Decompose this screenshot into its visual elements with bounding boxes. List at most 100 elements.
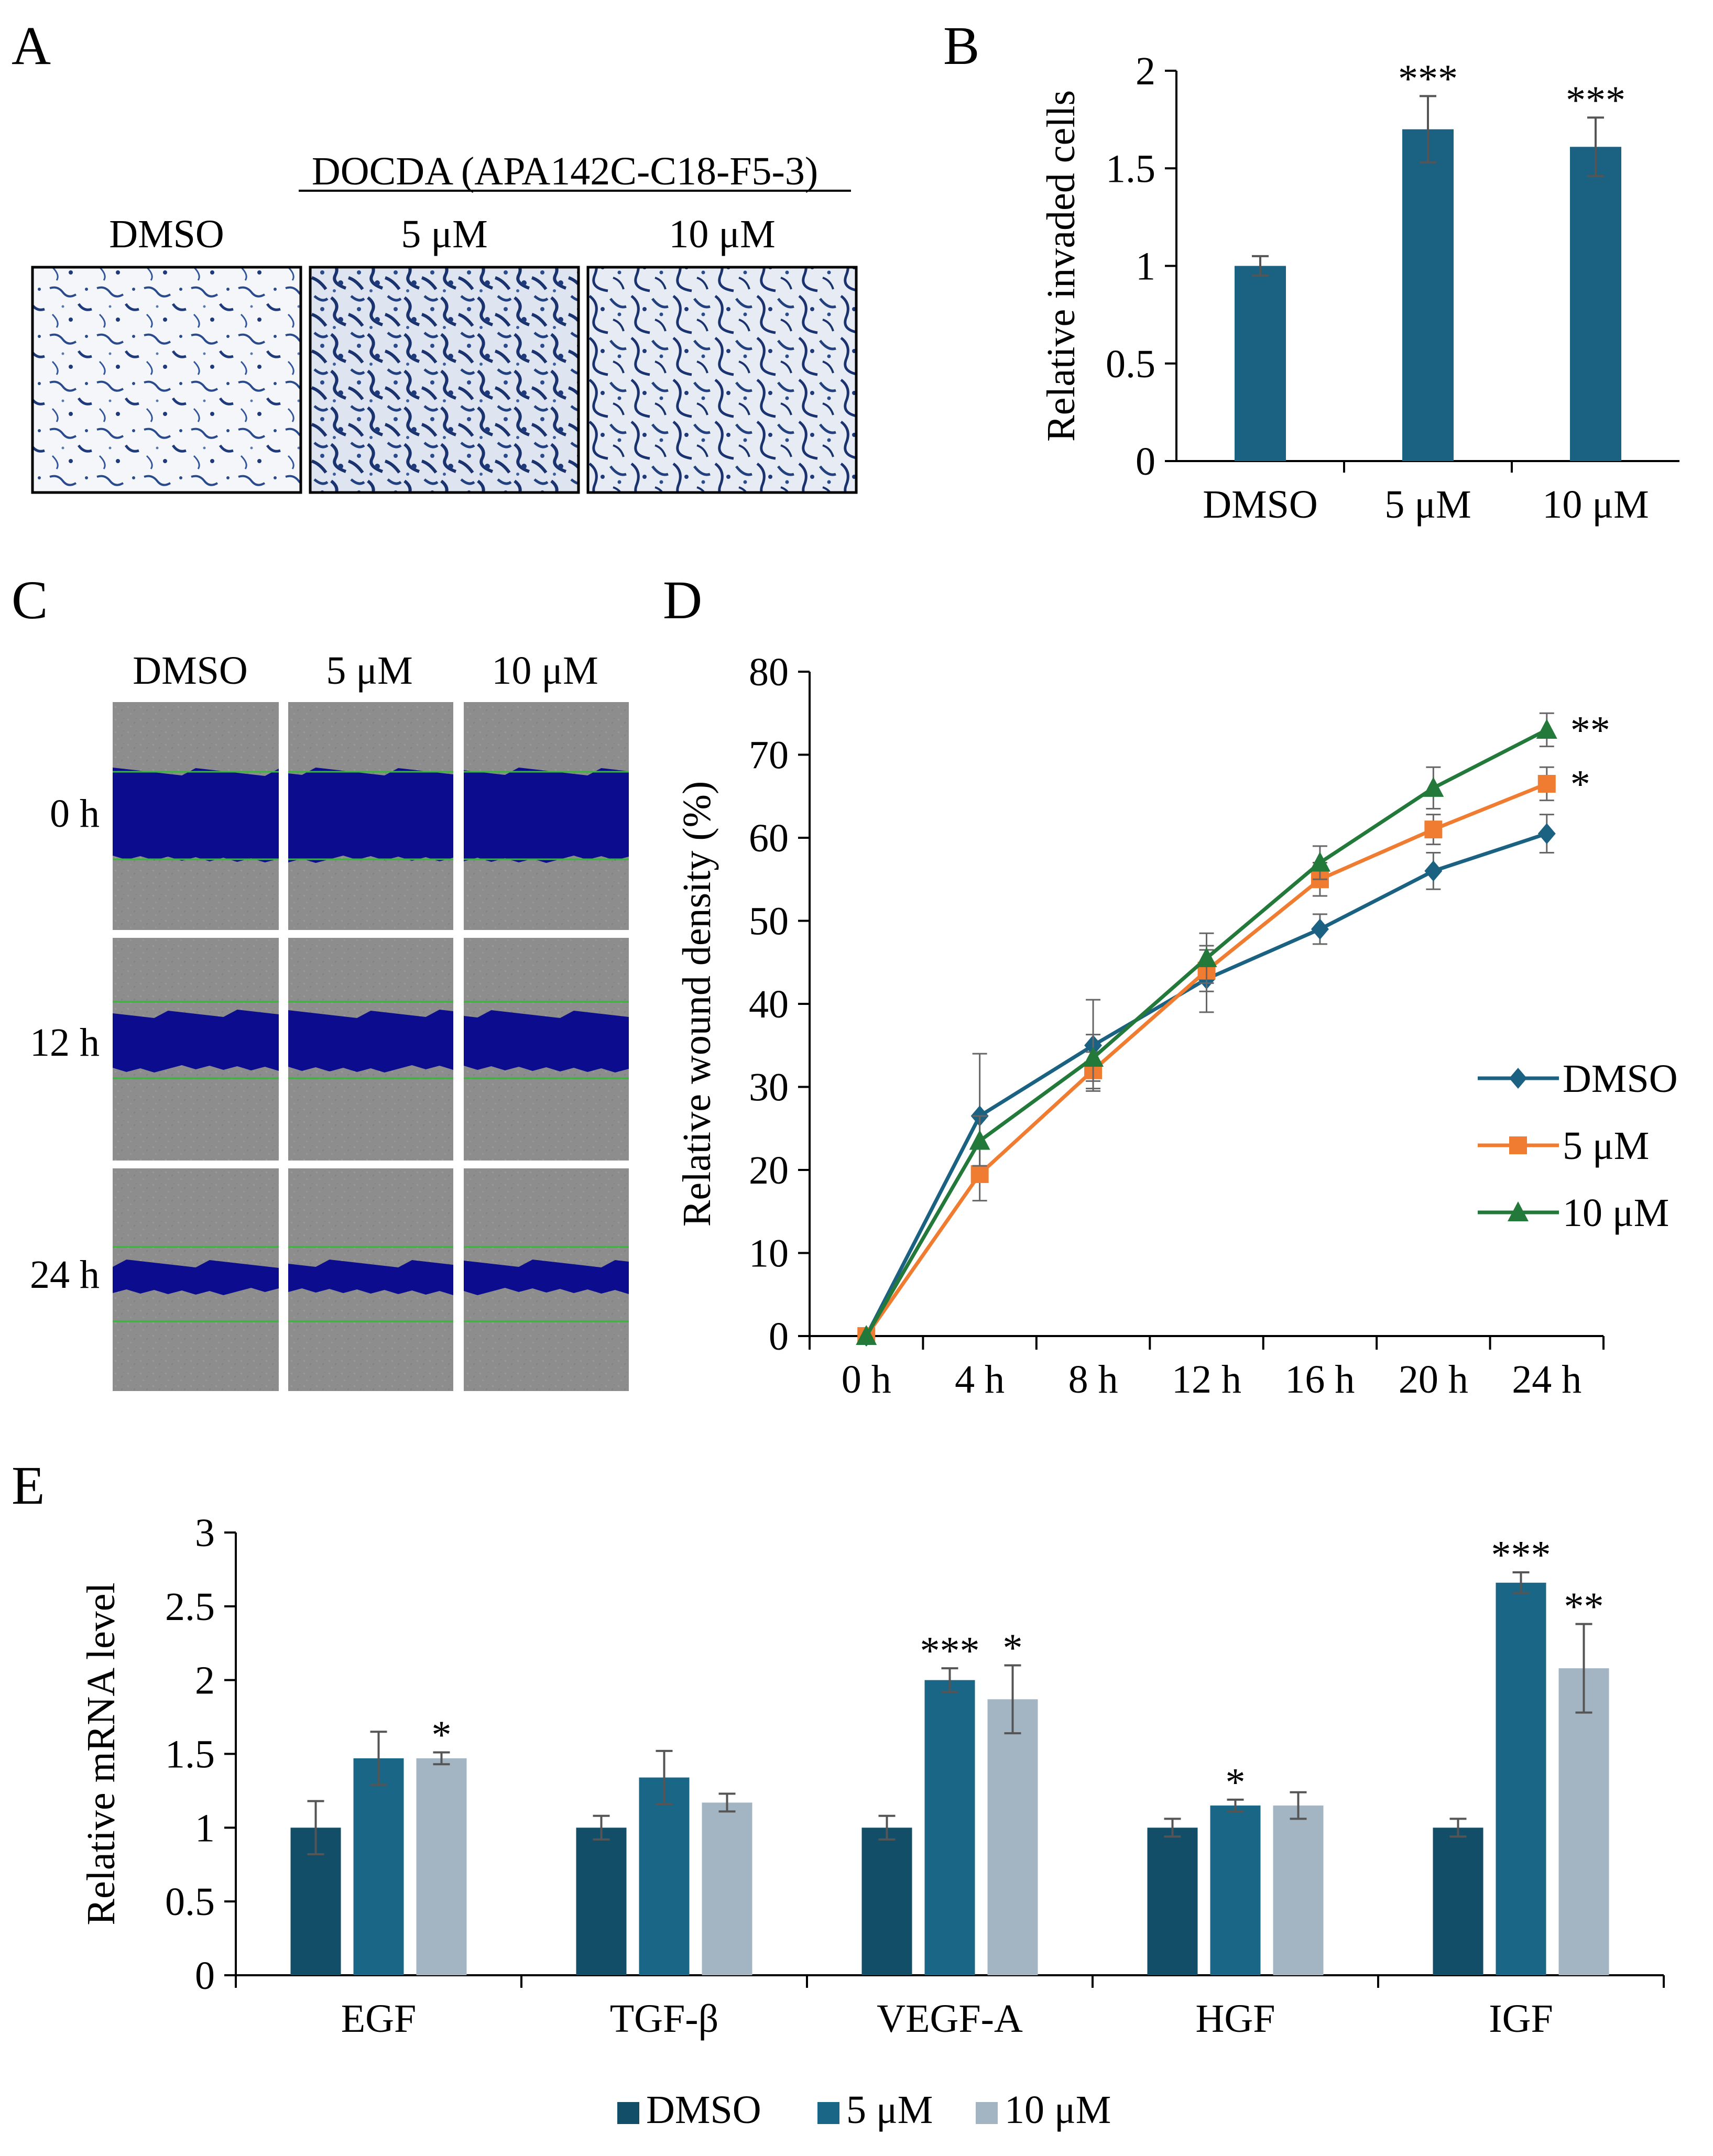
panel-d-point-dmso — [1537, 823, 1556, 845]
panel-e-y-tick-label: 1 — [195, 1806, 215, 1850]
panel-d-line-10-um — [865, 728, 1548, 1337]
panel-a-image-dmso — [31, 266, 302, 494]
panel-b-y-tick-label: 2 — [1136, 49, 1155, 93]
panel-a-treatment-title: DOCDA (APA142C-C18-F5-3) — [312, 149, 818, 193]
panel-d-y-tick-label: 80 — [749, 650, 789, 694]
panel-d-y-tick-label: 50 — [749, 900, 789, 944]
panel-e-legend-label-10-um: 10 μM — [1005, 2088, 1111, 2132]
panel-e-bar-vegf-a-dmso — [861, 1827, 912, 1975]
panel-e-legend-swatch-10-um — [976, 2102, 998, 2124]
panel-d-point-10-um — [1423, 776, 1444, 797]
panel-d-x-label-20-h: 20 h — [1399, 1358, 1468, 1402]
panel-d-x-label-12-h: 12 h — [1172, 1358, 1241, 1402]
panel-e-y-tick-label: 0.5 — [165, 1880, 215, 1924]
panel-c-row-label-0h: 0 h — [50, 792, 100, 836]
panel-d-point-10-um — [1083, 1047, 1104, 1067]
panel-e-legend-swatch-5-um — [817, 2102, 839, 2124]
panel-d-letter: D — [663, 570, 702, 630]
panel-e-bar-vegf-a-10-um — [987, 1699, 1038, 1975]
panel-a-col-label-5um: 5 μM — [401, 212, 487, 256]
panel-d-line-dmso — [865, 831, 1547, 1337]
panel-b-y-tick-label: 0.5 — [1106, 342, 1155, 386]
panel-c-letter: C — [12, 570, 48, 630]
panel-d-y-tick-label: 60 — [749, 816, 789, 860]
panel-d-point-dmso — [1311, 918, 1329, 940]
panel-c-wound-area — [464, 768, 629, 863]
panel-b-y-tick-label: 0 — [1136, 440, 1155, 484]
panel-d-x-label-0-h: 0 h — [842, 1358, 891, 1402]
panel-e-legend-swatch-dmso — [617, 2102, 639, 2124]
panel-c-col-label-dmso: DMSO — [133, 649, 248, 693]
panel-d-x-label-24-h: 24 h — [1512, 1358, 1581, 1402]
panel-d-y-tick-label: 10 — [749, 1232, 789, 1276]
panel-b-letter: B — [943, 16, 979, 76]
panel-e-significance: *** — [920, 1629, 980, 1673]
panel-a-image-5um — [309, 266, 580, 494]
panel-c-row-label-12h: 12 h — [30, 1021, 100, 1065]
panel-e-bar-hgf-dmso — [1147, 1827, 1198, 1975]
panel-b-chart: 0 0.5 1 1.5 2 DMSO *** 5 μM *** 10 μM Relative inv… — [1039, 49, 1679, 527]
panel-d-y-axis-label: Relative wound density (%) — [675, 781, 719, 1227]
panel-d-x-label-16-h: 16 h — [1285, 1358, 1355, 1402]
panel-e-significance: * — [432, 1713, 452, 1757]
panel-d-point-10-um — [969, 1130, 990, 1150]
panel-d-series-5-um: * — [857, 762, 1590, 1345]
panel-a-col-label-10um: 10 μM — [669, 212, 775, 256]
panel-b-y-axis-label: Relative invaded cells — [1039, 90, 1083, 442]
panel-e-bar-tgf-beta-10-um — [702, 1802, 752, 1975]
panel-b-significance: *** — [1398, 57, 1458, 101]
panel-e-bar-hgf-10-um — [1273, 1805, 1324, 1975]
panel-e-x-label-igf: IGF — [1489, 1997, 1553, 2041]
panel-c-wound-area — [288, 1260, 453, 1295]
panel-d-y-tick-label: 0 — [769, 1315, 789, 1359]
panel-d-significance: * — [1570, 762, 1590, 806]
panel-b-bar-dmso — [1235, 266, 1286, 461]
panel-e-y-tick-label: 0 — [195, 1954, 215, 1998]
panel-b-bar-5-um — [1402, 129, 1454, 461]
panel-e: E 00.511.522.53*EGF TGF-β*** *VEGF-A*HGF**… — [12, 1455, 1665, 2132]
panel-e-y-tick-label: 2.5 — [165, 1585, 215, 1629]
panel-c-wound-area — [113, 768, 279, 862]
panel-c-wound-area — [113, 1010, 279, 1072]
panel-e-significance: * — [1003, 1626, 1023, 1670]
panel-e-x-label-egf: EGF — [341, 1997, 417, 2041]
panel-b-x-label-dmso: DMSO — [1203, 483, 1318, 527]
panel-d-point-10-um — [1196, 947, 1217, 967]
panel-d-significance: ** — [1570, 708, 1610, 752]
panel-d-legend: DMSO 5 μM 10 μM — [1478, 1057, 1678, 1235]
panel-e-y-tick-label: 2 — [195, 1659, 215, 1703]
panel-e-legend-label-5-um: 5 μM — [846, 2088, 933, 2132]
panel-d-legend-label-5-um: 5 μM — [1563, 1124, 1649, 1168]
panel-d-y-tick-label: 70 — [749, 734, 789, 778]
panel-e-letter: E — [12, 1455, 45, 1516]
panel-b-x-label-10-um: 10 μM — [1542, 483, 1649, 527]
panel-b-y-tick-label: 1.5 — [1106, 147, 1155, 191]
panel-d-point-5-um — [1424, 820, 1443, 839]
panel-c-wound-area — [464, 1010, 629, 1072]
panel-d-series-dmso — [857, 814, 1556, 1347]
panel-e-significance: * — [1226, 1760, 1246, 1804]
panel-e-bar-igf-dmso — [1433, 1827, 1483, 1975]
panel-d-y-tick-label: 30 — [749, 1066, 789, 1110]
panel-c-wound-area — [464, 1260, 629, 1295]
panel-e-legend: DMSO 5 μM 10 μM — [617, 2088, 1111, 2132]
panel-e-x-label-hgf: HGF — [1195, 1997, 1275, 2041]
panel-c-wound-area — [288, 1010, 453, 1072]
panel-d-point-10-um — [1309, 851, 1330, 872]
panel-c-wound-area — [113, 1260, 279, 1295]
panel-c-wound-area — [288, 768, 453, 863]
panel-b-bar-10-um — [1570, 147, 1621, 461]
panel-b-y-tick-label: 1 — [1136, 245, 1155, 289]
panel-e-y-axis-label: Relative mRNA level — [79, 1582, 123, 1925]
panel-e-bar-tgf-beta-5-um — [639, 1777, 690, 1975]
panel-e-significance: *** — [1491, 1533, 1551, 1577]
panel-a-image-10um — [586, 266, 858, 494]
panel-c-row-label-24h: 24 h — [30, 1253, 100, 1297]
panel-e-bar-tgf-beta-dmso — [576, 1827, 627, 1975]
panel-d-y-tick-label: 20 — [749, 1148, 789, 1192]
panel-d-point-10-um — [1536, 718, 1557, 739]
panel-e-legend-label-dmso: DMSO — [646, 2088, 761, 2132]
panel-d-point-dmso — [1424, 860, 1443, 882]
panel-e-bar-egf-10-um — [416, 1758, 467, 1975]
